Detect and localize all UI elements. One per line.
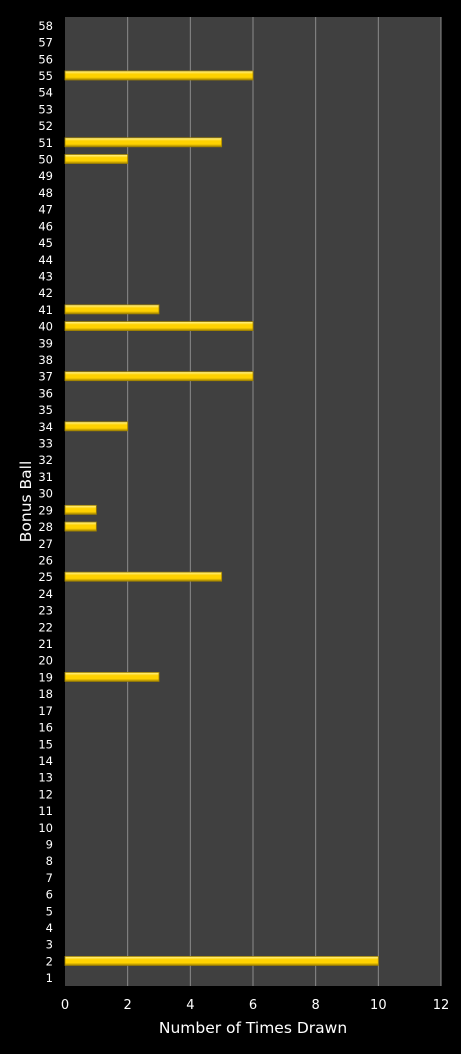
y-tick-label-49: 49 bbox=[38, 169, 53, 183]
x-tick-label-6: 6 bbox=[249, 998, 257, 1013]
x-tick-label-0: 0 bbox=[61, 998, 69, 1013]
y-tick-label-4: 4 bbox=[46, 921, 53, 935]
y-tick-label-6: 6 bbox=[46, 888, 53, 902]
x-tick-label-2: 2 bbox=[124, 998, 132, 1013]
y-tick-label-18: 18 bbox=[38, 687, 53, 701]
y-tick-label-3: 3 bbox=[46, 938, 53, 952]
y-tick-label-20: 20 bbox=[38, 654, 53, 668]
x-tick-labels: 0 2 4 6 8 10 12 bbox=[61, 998, 449, 1013]
y-tick-label-16: 16 bbox=[38, 721, 53, 735]
y-tick-label-46: 46 bbox=[38, 219, 53, 233]
bar-41 bbox=[64, 304, 160, 315]
bar-25 bbox=[64, 571, 223, 582]
y-tick-label-11: 11 bbox=[38, 804, 53, 818]
y-tick-label-19: 19 bbox=[38, 670, 53, 684]
y-tick-label-10: 10 bbox=[38, 821, 53, 835]
bar-55 bbox=[64, 70, 254, 81]
bar-34 bbox=[64, 421, 129, 432]
x-tick-label-4: 4 bbox=[186, 998, 194, 1013]
bar-37 bbox=[64, 371, 254, 382]
y-tick-label-58: 58 bbox=[38, 19, 53, 33]
y-tick-label-32: 32 bbox=[38, 453, 53, 467]
y-tick-label-48: 48 bbox=[38, 186, 53, 200]
y-tick-label-47: 47 bbox=[38, 203, 53, 217]
x-tick-label-10: 10 bbox=[370, 998, 387, 1013]
y-tick-label-45: 45 bbox=[38, 236, 53, 250]
y-tick-label-2: 2 bbox=[46, 954, 53, 968]
y-tick-label-30: 30 bbox=[38, 487, 53, 501]
y-tick-label-43: 43 bbox=[38, 269, 53, 283]
y-tick-label-31: 31 bbox=[38, 470, 53, 484]
y-tick-labels: 1234567891011121314151617181920212223242… bbox=[38, 19, 53, 985]
y-tick-label-23: 23 bbox=[38, 604, 53, 618]
bar-28 bbox=[64, 521, 97, 532]
y-tick-label-27: 27 bbox=[38, 537, 53, 551]
y-tick-label-41: 41 bbox=[38, 303, 53, 317]
x-tick-label-8: 8 bbox=[312, 998, 320, 1013]
y-tick-label-44: 44 bbox=[38, 253, 53, 267]
y-tick-label-40: 40 bbox=[38, 320, 53, 334]
y-axis-label: Bonus Ball bbox=[17, 461, 35, 543]
bar-40 bbox=[64, 321, 254, 331]
y-tick-label-25: 25 bbox=[38, 570, 53, 584]
y-tick-label-39: 39 bbox=[38, 336, 53, 350]
gridlines bbox=[127, 17, 442, 986]
bar-19 bbox=[64, 672, 160, 682]
bar-2 bbox=[64, 956, 379, 966]
y-tick-label-35: 35 bbox=[38, 403, 53, 417]
bar-50 bbox=[64, 154, 129, 164]
y-tick-label-15: 15 bbox=[38, 737, 53, 751]
y-tick-label-56: 56 bbox=[38, 52, 53, 66]
y-tick-label-53: 53 bbox=[38, 102, 53, 116]
y-tick-label-9: 9 bbox=[46, 837, 53, 851]
y-tick-label-38: 38 bbox=[38, 353, 53, 367]
y-tick-label-13: 13 bbox=[38, 771, 53, 785]
y-tick-label-54: 54 bbox=[38, 86, 53, 100]
y-tick-label-34: 34 bbox=[38, 420, 53, 434]
bar-51 bbox=[64, 137, 223, 148]
x-axis-label: Number of Times Drawn bbox=[159, 1019, 347, 1037]
y-tick-label-51: 51 bbox=[38, 136, 53, 150]
y-tick-label-37: 37 bbox=[38, 370, 53, 384]
y-tick-label-52: 52 bbox=[38, 119, 53, 133]
y-tick-label-50: 50 bbox=[38, 153, 53, 167]
y-tick-label-36: 36 bbox=[38, 386, 53, 400]
bars bbox=[64, 70, 379, 966]
y-tick-label-5: 5 bbox=[46, 904, 53, 918]
y-tick-label-24: 24 bbox=[38, 587, 53, 601]
y-tick-label-28: 28 bbox=[38, 520, 53, 534]
y-tick-label-33: 33 bbox=[38, 437, 53, 451]
y-tick-label-1: 1 bbox=[46, 971, 53, 985]
x-tick-label-12: 12 bbox=[433, 998, 450, 1013]
y-tick-label-17: 17 bbox=[38, 704, 53, 718]
bar-29 bbox=[64, 504, 97, 515]
y-tick-label-42: 42 bbox=[38, 286, 53, 300]
y-tick-label-57: 57 bbox=[38, 36, 53, 50]
y-tick-label-8: 8 bbox=[46, 854, 53, 868]
y-tick-label-7: 7 bbox=[46, 871, 53, 885]
y-tick-label-21: 21 bbox=[38, 637, 53, 651]
y-tick-label-22: 22 bbox=[38, 620, 53, 634]
y-tick-label-12: 12 bbox=[38, 787, 53, 801]
y-tick-label-14: 14 bbox=[38, 754, 53, 768]
y-tick-label-55: 55 bbox=[38, 69, 53, 83]
y-tick-label-29: 29 bbox=[38, 503, 53, 517]
y-tick-label-26: 26 bbox=[38, 553, 53, 567]
